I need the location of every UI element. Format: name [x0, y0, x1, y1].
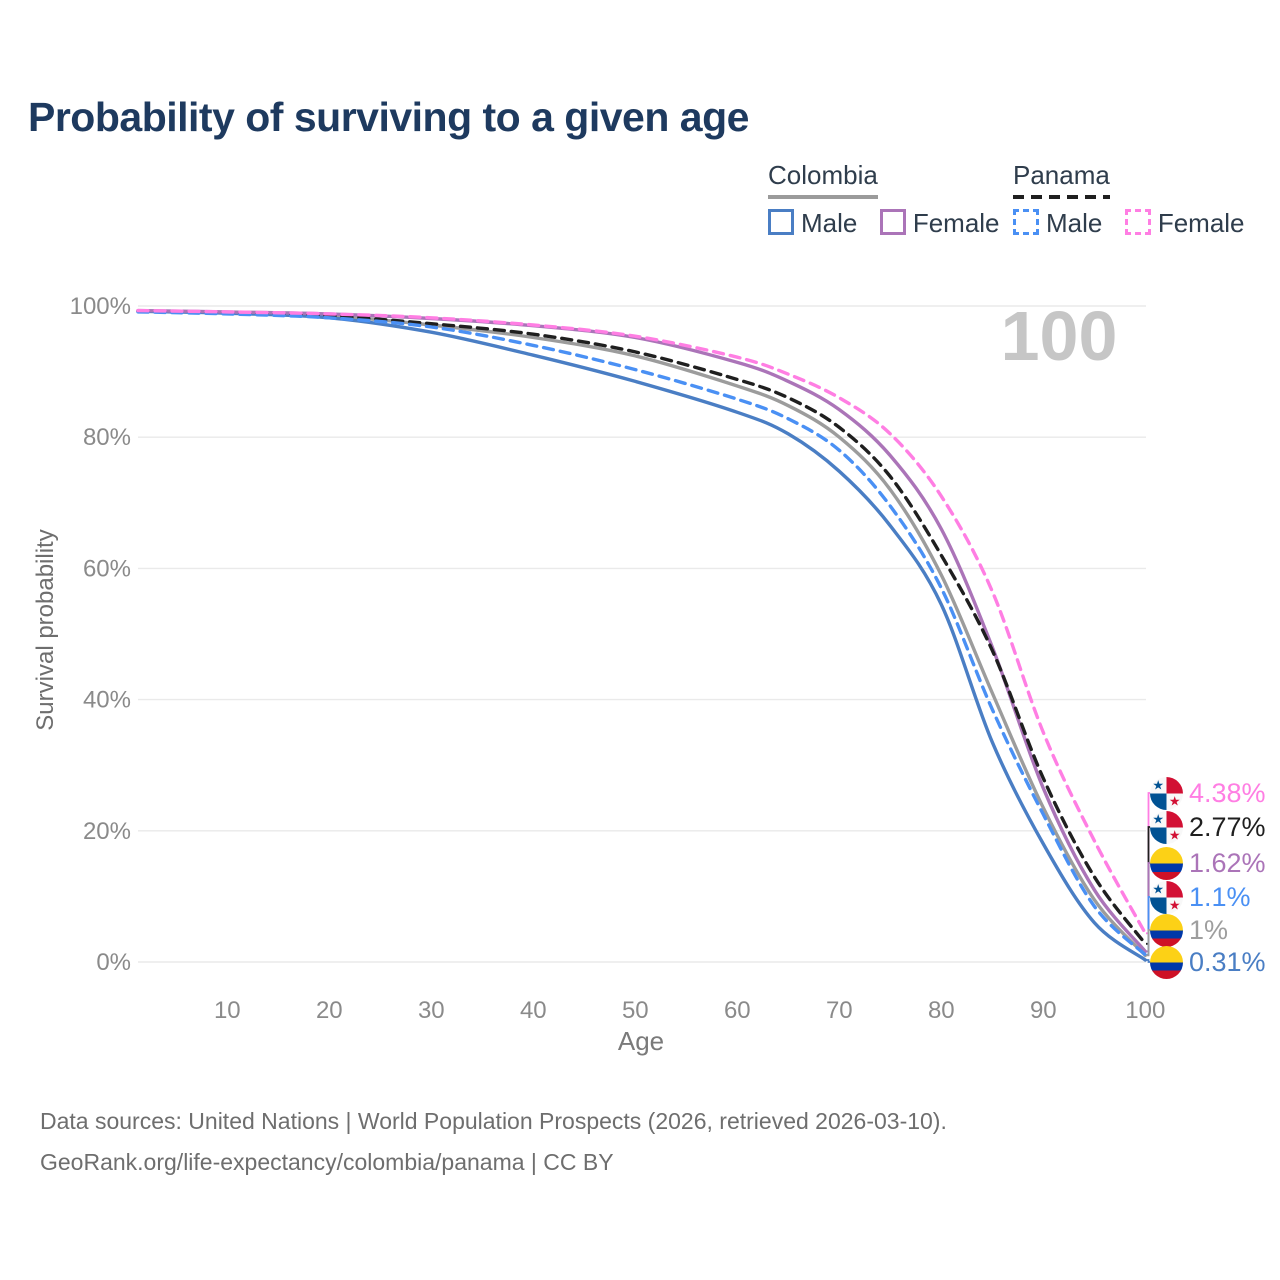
legend-item-colombia-male[interactable]: Male [768, 208, 857, 239]
end-label-panama-all: 2.77% [1150, 810, 1266, 844]
colombia-flag-icon [1150, 846, 1183, 880]
x-tick-10: 10 [214, 997, 241, 1024]
y-tick-100%: 100% [70, 293, 131, 320]
colombia-flag-icon [1150, 913, 1183, 947]
data-sources-line: Data sources: United Nations | World Pop… [40, 1108, 947, 1134]
end-label-value: 1% [1189, 914, 1229, 945]
x-tick-20: 20 [316, 997, 343, 1024]
series-colombia-female-line [136, 308, 1147, 954]
end-label-value: 2.77% [1189, 811, 1266, 842]
x-tick-80: 80 [928, 997, 955, 1024]
end-label-panama-male: 1.1% [1150, 880, 1251, 914]
series-panama-female-line [136, 308, 1147, 935]
end-label-colombia-female: 1.62% [1150, 846, 1266, 880]
legend-group-title-colombia[interactable]: Colombia [768, 160, 878, 199]
legend-item-panama-male[interactable]: Male [1013, 208, 1102, 239]
legend-item-colombia-female[interactable]: Female [879, 208, 1000, 239]
legend-item-label: Male [801, 208, 858, 238]
legend-group-colombia: Colombia Male Female [768, 160, 1018, 239]
series-colombia-all-line [136, 309, 1147, 958]
panama-flag-icon [1150, 776, 1183, 810]
y-tick-80%: 80% [83, 424, 131, 451]
series-panama-all-line [136, 309, 1147, 946]
legend-item-label: Male [1046, 208, 1103, 238]
legend-item-label: Female [1157, 208, 1245, 238]
end-label-colombia-male: 0.31% [1150, 945, 1266, 979]
legend-group-panama: Panama Male Female [1013, 160, 1263, 239]
series-panama-male-line [136, 310, 1147, 957]
x-tick-40: 40 [520, 997, 547, 1024]
x-tick-90: 90 [1030, 997, 1057, 1024]
end-label-value: 1.1% [1189, 881, 1251, 912]
end-label-value: 0.31% [1189, 946, 1266, 977]
x-tick-70: 70 [826, 997, 853, 1024]
age-watermark: 100 [1000, 297, 1118, 375]
legend-swatch-colombia-male [768, 209, 794, 235]
x-tick-60: 60 [724, 997, 751, 1024]
colombia-flag-icon [1150, 945, 1183, 979]
x-tick-50: 50 [622, 997, 649, 1024]
y-tick-60%: 60% [83, 555, 131, 582]
series-colombia-male-line [136, 309, 1147, 962]
end-label-value: 1.62% [1189, 847, 1266, 878]
y-axis-title: Survival probability [32, 529, 59, 731]
chart-title: Probability of surviving to a given age [28, 94, 749, 140]
x-tick-100: 100 [1125, 997, 1165, 1024]
end-label-value: 4.38% [1189, 777, 1266, 808]
y-tick-20%: 20% [83, 818, 131, 845]
legend-group-label: Panama [1013, 160, 1110, 190]
y-tick-0%: 0% [96, 949, 131, 976]
legend-underline-panama [1013, 195, 1110, 199]
source-url-line: GeoRank.org/life-expectancy/colombia/pan… [40, 1149, 614, 1175]
x-tick-30: 30 [418, 997, 445, 1024]
legend-group-title-panama[interactable]: Panama [1013, 160, 1110, 199]
end-label-colombia-all: 1% [1150, 913, 1228, 947]
legend-group-label: Colombia [768, 160, 878, 190]
panama-flag-icon [1150, 810, 1183, 844]
y-tick-40%: 40% [83, 687, 131, 714]
end-label-panama-female: 4.38% [1150, 776, 1266, 810]
x-axis-title: Age [617, 1026, 665, 1056]
legend-underline-colombia [768, 195, 878, 199]
legend-swatch-panama-female [1124, 209, 1151, 235]
legend-swatch-panama-male [1013, 209, 1039, 235]
legend-item-panama-female[interactable]: Female [1124, 208, 1245, 239]
panama-flag-icon [1150, 880, 1183, 914]
legend-item-label: Female [912, 208, 1000, 238]
legend-swatch-colombia-female [879, 209, 906, 235]
